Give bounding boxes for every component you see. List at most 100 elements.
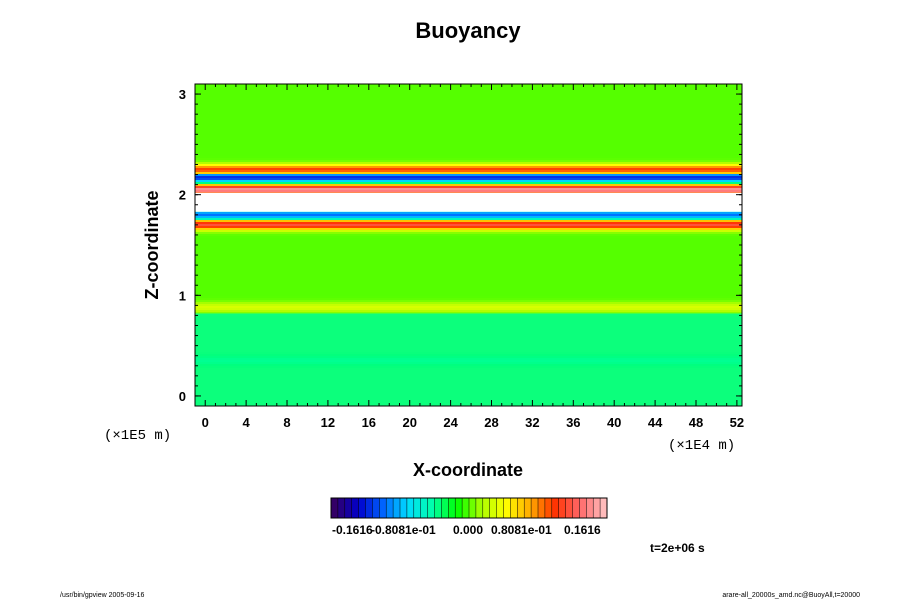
colorbar-cell [406, 498, 415, 518]
colorbar-cell [420, 498, 428, 518]
field-row [195, 104, 742, 107]
field-row [195, 312, 742, 315]
field-row [195, 164, 742, 167]
field-row [195, 230, 742, 233]
colorbar-cell [358, 498, 366, 518]
field-row [195, 176, 742, 179]
colorbar-cell [565, 498, 573, 518]
field-row [195, 126, 742, 129]
colorbar-label-1: -0.8081e-01 [371, 523, 436, 537]
colorbar-cell [379, 498, 387, 518]
field-row [195, 156, 742, 159]
field-row [195, 140, 742, 143]
colorbar-cell [393, 498, 401, 518]
field-row [195, 160, 742, 163]
colorbar-cell [331, 498, 339, 518]
field-row [195, 118, 742, 121]
field-row [195, 102, 742, 105]
field-row [195, 310, 742, 313]
field-row [195, 180, 742, 183]
field-row [195, 218, 742, 221]
colorbar-cell [475, 498, 484, 518]
field-row [195, 86, 742, 89]
colorbar-cell [344, 498, 353, 518]
field-row [195, 264, 742, 267]
field-row [195, 88, 742, 91]
colorbar-cell [558, 498, 566, 518]
x-tick-label-10: 40 [607, 415, 621, 430]
field-row [195, 242, 742, 245]
y-tick-label-1: 1 [179, 288, 186, 303]
x-scale-note: (×1E4 m) [668, 438, 735, 454]
x-tick-label-2: 8 [283, 415, 290, 430]
colorbar-cell [455, 498, 463, 518]
field-row [195, 158, 742, 161]
field-row [195, 266, 742, 269]
time-label: t=2e+06 s [650, 541, 705, 555]
field-row [195, 276, 742, 279]
field-row [195, 254, 742, 257]
field-row [195, 130, 742, 133]
x-axis-label: X-coordinate [413, 460, 523, 480]
footer-left: /usr/bin/gpview 2005-09-16 [60, 592, 145, 599]
colorbar-cell [538, 498, 546, 518]
field-row [195, 240, 742, 243]
footer-right: arare-all_20000s_amd.nc@BuoyAll,t=20000 [722, 592, 860, 599]
field-row [195, 96, 742, 99]
field-row [195, 226, 742, 229]
field-row [195, 228, 742, 231]
colorbar-cell [510, 498, 518, 518]
field-row [195, 174, 742, 177]
field-row [195, 106, 742, 109]
buoyancy-field [195, 84, 742, 406]
field-row [195, 90, 742, 93]
colorbar-cell [448, 498, 456, 518]
field-row [195, 278, 742, 281]
y-tick-label-2: 2 [179, 188, 186, 203]
field-row [195, 272, 742, 275]
field-row [195, 302, 742, 305]
field-row [195, 256, 742, 259]
field-row [195, 260, 742, 263]
x-tick-label-12: 48 [689, 415, 703, 430]
plot-area [195, 84, 742, 406]
y-axis-label: Z-coordinate [142, 190, 162, 299]
colorbar-cell [600, 498, 608, 518]
colorbar-cell [524, 498, 532, 518]
saturated-gap [195, 192, 742, 212]
y-axis: 0 1 2 3 [179, 87, 742, 404]
field-row [195, 148, 742, 151]
field-row [195, 284, 742, 287]
x-tick-label-1: 4 [243, 415, 251, 430]
x-axis: 0 4 8 12 16 20 24 28 32 36 40 44 48 52 [202, 84, 744, 430]
x-tick-label-9: 36 [566, 415, 580, 430]
field-row [195, 282, 742, 285]
field-row [195, 308, 742, 311]
field-row [195, 296, 742, 299]
x-tick-label-3: 12 [321, 415, 335, 430]
field-row [195, 258, 742, 261]
field-row [195, 190, 742, 193]
field-row [195, 212, 742, 215]
x-tick-label-8: 32 [525, 415, 539, 430]
x-tick-label-0: 0 [202, 415, 209, 430]
field-row [195, 236, 742, 239]
colorbar-cell [579, 498, 587, 518]
colorbar-cell [427, 498, 435, 518]
colorbar-cell [337, 498, 346, 518]
field-row [195, 132, 742, 135]
colorbar-cell [517, 498, 525, 518]
field-row [195, 232, 742, 235]
x-tick-label-13: 52 [730, 415, 744, 430]
colorbar-label-2: 0.000 [453, 523, 483, 537]
field-row [195, 274, 742, 277]
field-row [195, 150, 742, 153]
y-scale-note: (×1E5 m) [104, 428, 171, 444]
colorbar-cell [386, 498, 394, 518]
x-tick-label-6: 24 [443, 415, 458, 430]
field-row [195, 136, 742, 139]
field-row [195, 186, 742, 189]
colorbar-cell [489, 498, 497, 518]
field-row [195, 252, 742, 255]
